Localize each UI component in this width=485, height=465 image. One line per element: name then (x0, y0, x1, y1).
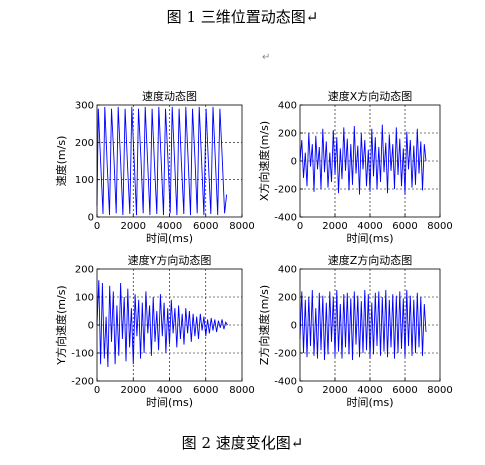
y-tick-label: 200 (278, 129, 297, 140)
y-tick-label: 200 (75, 265, 94, 276)
chart-title: 速度X方向动态图 (328, 89, 413, 103)
x-axis-label: 时间(ms) (346, 396, 393, 409)
x-tick-label: 2000 (121, 385, 146, 396)
y-tick-label: 100 (75, 175, 94, 186)
speed-y-chart: 0 2000 4000 6000 8000 -200 -100 0 100 200 速度Y方向动态图… (54, 253, 255, 409)
series-line (299, 289, 427, 361)
chart-title: 速度Z方向动态图 (328, 253, 413, 267)
y-tick-label: -400 (274, 377, 297, 388)
series-line (299, 124, 427, 195)
chart-title: 速度动态图 (142, 89, 197, 103)
figure-1-caption: 图 1 三维位置动态图↵ (166, 8, 319, 26)
x-tick-label: 6000 (392, 385, 417, 396)
x-tick-label: 6000 (392, 221, 417, 232)
speed-z-chart: 0 2000 4000 6000 8000 -400 -200 0 200 400 速度Z方向动态图… (257, 253, 453, 409)
y-tick-label: 0 (291, 157, 297, 168)
series-line (96, 280, 228, 368)
x-tick-label: 2000 (322, 221, 347, 232)
y-tick-label: 0 (291, 321, 297, 332)
y-axis-label: 速度(m/s) (54, 136, 68, 187)
x-axis-label: 时间(ms) (146, 396, 193, 409)
series-line (96, 106, 228, 216)
x-axis-label: 时间(ms) (346, 232, 393, 245)
y-tick-label: 200 (278, 293, 297, 304)
y-tick-label: 100 (75, 293, 94, 304)
y-tick-label: -100 (71, 349, 94, 360)
x-tick-label: 0 (297, 385, 303, 396)
x-tick-label: 0 (297, 221, 303, 232)
speed-x-chart: 0 2000 4000 6000 8000 -400 -200 0 200 400 速度X方向动态图… (257, 89, 453, 245)
y-tick-label: 200 (75, 138, 94, 149)
y-tick-label: 0 (88, 213, 94, 224)
x-tick-label: 8000 (427, 221, 452, 232)
x-tick-label: 8000 (229, 221, 254, 232)
y-tick-label: -200 (274, 349, 297, 360)
x-axis-label: 时间(ms) (146, 232, 193, 245)
y-tick-label: -200 (71, 377, 94, 388)
y-axis-label: X方向速度(m/s) (257, 121, 271, 201)
x-tick-label: 8000 (229, 385, 254, 396)
x-tick-label: 2000 (322, 385, 347, 396)
y-tick-label: 300 (75, 101, 94, 112)
y-axis-label: Z方向速度(m/s) (257, 285, 271, 365)
x-tick-label: 4000 (357, 221, 382, 232)
y-tick-label: -200 (274, 185, 297, 196)
figure-2-caption: 图 2 速度变化图↵ (181, 434, 304, 452)
chart-title: 速度Y方向动态图 (128, 253, 212, 267)
y-tick-label: 400 (278, 265, 297, 276)
x-tick-label: 6000 (193, 221, 218, 232)
x-tick-label: 4000 (157, 385, 182, 396)
x-tick-label: 4000 (157, 221, 182, 232)
x-tick-label: 0 (94, 221, 100, 232)
x-tick-label: 4000 (357, 385, 382, 396)
paragraph-mark: ↵ (262, 52, 271, 63)
y-tick-label: -400 (274, 213, 297, 224)
y-tick-label: 400 (278, 101, 297, 112)
x-tick-label: 6000 (193, 385, 218, 396)
x-tick-label: 0 (94, 385, 100, 396)
x-tick-label: 2000 (121, 221, 146, 232)
x-tick-label: 8000 (427, 385, 452, 396)
y-tick-label: 0 (88, 321, 94, 332)
y-axis-label: Y方向速度(m/s) (54, 285, 68, 365)
